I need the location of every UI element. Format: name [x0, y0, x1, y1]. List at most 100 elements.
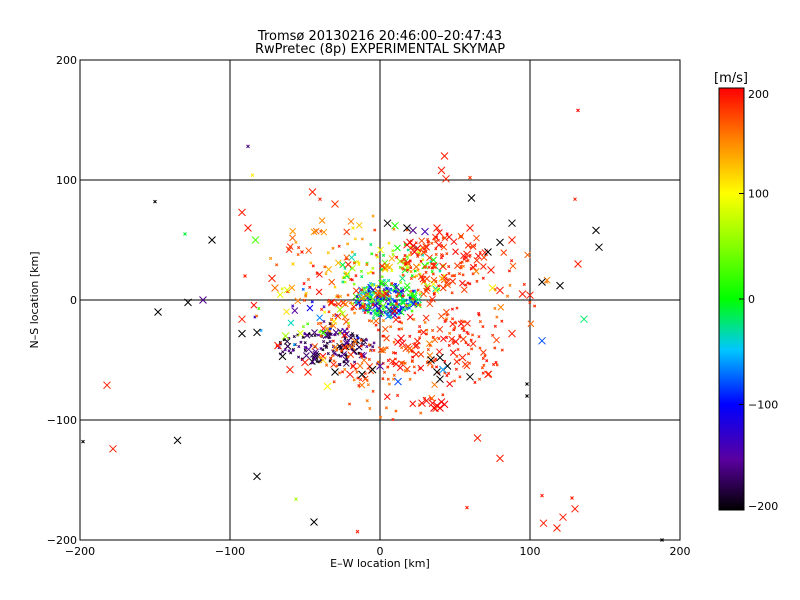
- data-point: [338, 331, 342, 335]
- data-point: [466, 258, 470, 262]
- colorbar-tick-label: 100: [748, 188, 769, 201]
- data-point: [428, 399, 437, 408]
- data-point: [363, 311, 367, 315]
- data-point: [316, 314, 323, 322]
- data-point: [310, 300, 314, 304]
- data-point: [368, 365, 377, 374]
- data-point: [403, 224, 411, 232]
- data-point: [410, 274, 414, 278]
- data-point: [352, 360, 357, 364]
- data-point: [343, 254, 351, 261]
- data-point: [345, 357, 349, 361]
- data-point: [522, 282, 526, 287]
- data-point: [454, 321, 458, 325]
- data-point: [310, 361, 314, 365]
- data-point: [183, 232, 187, 236]
- data-point: [199, 296, 207, 304]
- data-point: [410, 359, 415, 364]
- data-point: [487, 266, 495, 274]
- data-point: [481, 371, 485, 375]
- data-point: [422, 396, 431, 405]
- data-point: [409, 226, 417, 235]
- data-point: [274, 341, 282, 350]
- data-point: [432, 292, 436, 296]
- data-point: [464, 283, 468, 287]
- data-point: [463, 250, 471, 259]
- data-point: [509, 262, 517, 270]
- data-point: [473, 380, 477, 384]
- data-point: [394, 244, 401, 252]
- data-point: [357, 383, 361, 388]
- data-point: [456, 347, 460, 352]
- data-point: [350, 307, 354, 311]
- data-point: [360, 354, 364, 358]
- data-point: [437, 166, 446, 175]
- data-point: [409, 276, 413, 281]
- data-point: [424, 270, 428, 274]
- data-point: [322, 339, 326, 344]
- data-point: [493, 306, 497, 310]
- data-point: [439, 256, 444, 260]
- data-point: [388, 255, 396, 262]
- data-point: [434, 279, 438, 283]
- data-point: [291, 262, 295, 266]
- data-point: [368, 406, 372, 411]
- data-point: [356, 362, 364, 370]
- data-point: [468, 175, 472, 180]
- data-point: [370, 319, 374, 323]
- data-point: [282, 338, 286, 342]
- data-point: [400, 346, 404, 350]
- data-point: [268, 274, 276, 283]
- data-point: [426, 348, 430, 352]
- data-point: [455, 306, 459, 310]
- data-point: [464, 320, 471, 327]
- data-point: [426, 340, 433, 348]
- data-point: [379, 415, 383, 419]
- data-point: [251, 236, 260, 244]
- data-point: [324, 325, 331, 333]
- data-point: [316, 322, 320, 326]
- data-point: [369, 295, 373, 299]
- data-point: [379, 346, 387, 354]
- data-point: [309, 343, 313, 347]
- data-point: [278, 340, 282, 344]
- data-point: [464, 341, 468, 345]
- data-point: [356, 297, 360, 301]
- data-point: [403, 254, 407, 258]
- data-point: [331, 368, 339, 376]
- data-point: [386, 302, 390, 306]
- data-point: [403, 361, 407, 365]
- data-point: [417, 273, 425, 280]
- data-point: [477, 335, 481, 339]
- data-point: [351, 302, 355, 306]
- data-point: [283, 348, 287, 352]
- data-point: [400, 321, 404, 325]
- data-point: [383, 219, 392, 228]
- data-point: [281, 332, 290, 340]
- data-point: [325, 363, 329, 367]
- data-point: [354, 300, 358, 304]
- data-point: [365, 263, 369, 267]
- data-point: [394, 409, 398, 413]
- data-point: [343, 272, 350, 280]
- data-point: [477, 311, 481, 315]
- data-point: [430, 365, 434, 369]
- data-point: [458, 375, 462, 379]
- data-point: [404, 307, 408, 311]
- data-point: [417, 364, 425, 372]
- data-point: [297, 329, 304, 337]
- data-point: [346, 344, 350, 348]
- data-point: [430, 269, 434, 274]
- data-point: [368, 349, 372, 353]
- data-point: [343, 270, 351, 278]
- data-point: [332, 359, 336, 363]
- data-point: [660, 538, 664, 542]
- data-point: [406, 313, 414, 321]
- data-point: [359, 269, 364, 273]
- data-point: [399, 306, 403, 310]
- data-point: [466, 281, 470, 285]
- data-point: [303, 341, 307, 345]
- data-point: [508, 219, 516, 228]
- data-point: [429, 295, 436, 303]
- data-point: [311, 343, 319, 350]
